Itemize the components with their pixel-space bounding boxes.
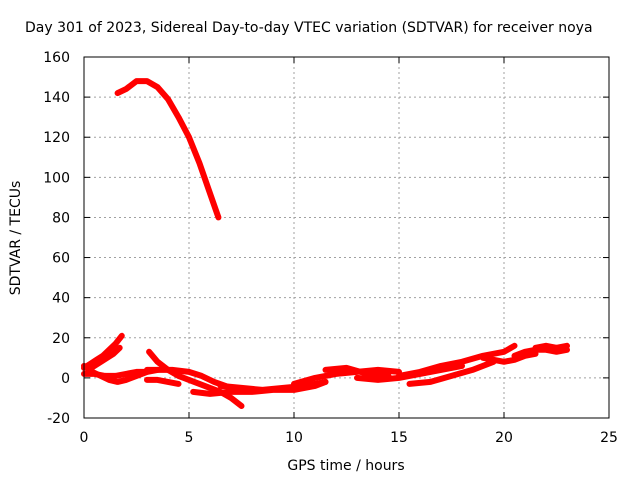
- y-tick-label: 60: [52, 251, 70, 267]
- x-tick-label: 20: [495, 430, 513, 446]
- y-tick-label: 40: [52, 291, 70, 307]
- y-tick-label: -20: [47, 411, 70, 427]
- series-arc-high: [114, 78, 222, 221]
- x-tick-label: 5: [185, 430, 194, 446]
- x-tick-label: 25: [600, 430, 618, 446]
- x-tick-label: 0: [80, 430, 89, 446]
- series-arc-right-3: [480, 350, 539, 365]
- series-arc-short: [144, 376, 182, 387]
- y-tick-label: 160: [43, 50, 70, 66]
- y-tick-label: 0: [61, 371, 70, 387]
- y-tick-label: 140: [43, 90, 70, 106]
- y-axis-label: SDTVAR / TECUs: [8, 181, 24, 296]
- trace-layer: [81, 78, 570, 409]
- plot-frame: [83, 56, 610, 419]
- series-arc-right-1: [396, 342, 518, 379]
- x-axis-label: GPS time / hours: [287, 458, 404, 474]
- tick-label-layer: 0 5 10 15 20 25 -20 0 20 40 60 80 100 120 140 160: [43, 50, 618, 446]
- grid-layer: [84, 57, 609, 418]
- series-arc-flat-2: [322, 364, 392, 379]
- series-arc-rise-1: [81, 332, 125, 371]
- y-tick-label: 80: [52, 210, 70, 226]
- series-arc-right-5: [532, 342, 570, 351]
- chart-title: Day 301 of 2023, Sidereal Day-to-day VTE…: [25, 20, 593, 36]
- series-arc-mid-1: [144, 366, 234, 391]
- series-arc-rise-2: [85, 344, 123, 373]
- series-arc-dip-2: [81, 368, 150, 379]
- x-tick-label: 10: [285, 430, 303, 446]
- y-tick-label: 120: [43, 130, 70, 146]
- tick-layer: [83, 56, 610, 419]
- y-tick-label: 100: [43, 170, 70, 186]
- series-arc-right-2: [406, 358, 497, 387]
- y-tick-label: 20: [52, 331, 70, 347]
- series-arc-flat-1: [291, 366, 402, 387]
- series-arc-valley-2: [217, 378, 329, 393]
- x-tick-label: 15: [390, 430, 408, 446]
